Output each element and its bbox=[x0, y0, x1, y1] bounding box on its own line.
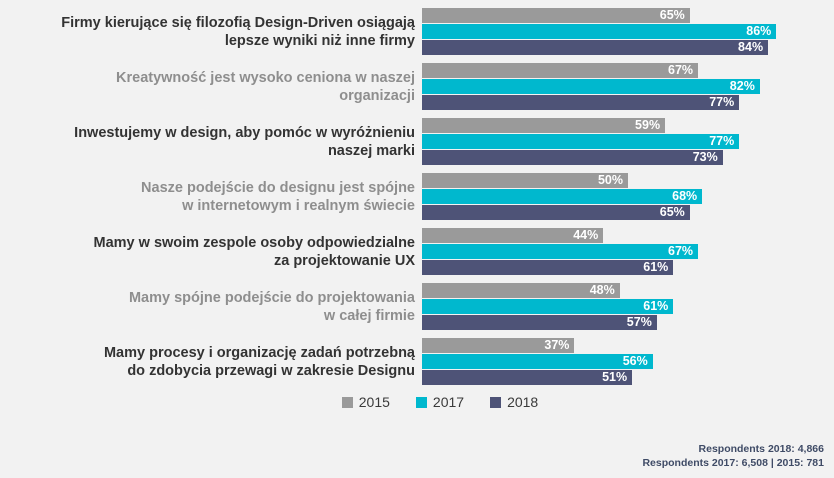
bar-2018: 61% bbox=[422, 260, 674, 275]
bar-group: 59% 77% 73% bbox=[422, 118, 834, 165]
legend-label-2015: 2015 bbox=[358, 394, 390, 410]
bar-value-label: 48% bbox=[589, 283, 615, 297]
respondents-note-line1: Respondents 2018: 4,866 bbox=[698, 443, 824, 455]
category-label: Mamy spójne podejście do projektowania w … bbox=[128, 289, 415, 324]
category-label: Firmy kierujące się filozofią Design-Dri… bbox=[61, 14, 415, 49]
bar-value-label: 61% bbox=[643, 260, 669, 274]
legend-label-2018: 2018 bbox=[507, 394, 539, 410]
respondents-note-line2: Respondents 2017: 6,508 | 2015: 781 bbox=[642, 457, 824, 469]
bar-group: 50% 68% 65% bbox=[422, 173, 834, 220]
bar-value-label: 77% bbox=[709, 95, 735, 109]
bar-group: 37% 56% 51% bbox=[422, 338, 834, 385]
legend: 2015 2017 2018 bbox=[23, 394, 834, 410]
bar-2015: 65% bbox=[422, 8, 690, 23]
legend-item-2015: 2015 bbox=[341, 394, 390, 410]
bar-2017: 86% bbox=[422, 24, 777, 39]
bar-group: 65% 86% 84% bbox=[422, 8, 834, 55]
bar-2017: 77% bbox=[422, 134, 740, 149]
chart-row: Firmy kierujące się filozofią Design-Dri… bbox=[0, 8, 834, 55]
legend-swatch-2017 bbox=[415, 396, 427, 408]
legend-swatch-2018 bbox=[490, 396, 502, 408]
bar-2017: 61% bbox=[422, 299, 674, 314]
category-label: Nasze podejście do designu jest spójne w … bbox=[141, 179, 415, 214]
bar-chart: Firmy kierujące się filozofią Design-Dri… bbox=[0, 8, 834, 393]
bar-value-label: 37% bbox=[544, 338, 570, 352]
bar-2017: 56% bbox=[422, 354, 653, 369]
bar-value-label: 61% bbox=[643, 299, 669, 313]
legend-item-2017: 2017 bbox=[415, 394, 465, 410]
category-label: Inwestujemy w design, aby pomóc w wyróżn… bbox=[74, 124, 415, 159]
bar-2018: 51% bbox=[422, 370, 633, 385]
bar-2017: 82% bbox=[422, 79, 760, 94]
bar-2015: 37% bbox=[422, 338, 575, 353]
chart-row: Mamy w swoim zespole osoby odpowiedzialn… bbox=[0, 228, 834, 275]
legend-label-2017: 2017 bbox=[432, 394, 465, 410]
chart-row: Mamy spójne podejście do projektowania w … bbox=[0, 283, 834, 330]
category-label: Kreatywność jest wysoko ceniona w naszej… bbox=[116, 69, 415, 104]
bar-2015: 48% bbox=[422, 283, 620, 298]
bar-2015: 50% bbox=[422, 173, 628, 188]
legend-swatch-2015 bbox=[341, 396, 353, 408]
bar-2015: 67% bbox=[422, 63, 699, 78]
bar-2015: 59% bbox=[422, 118, 666, 133]
respondents-note: Respondents 2018: 4,866 Respondents 2017… bbox=[642, 442, 824, 470]
bar-value-label: 82% bbox=[729, 79, 755, 93]
bar-value-label: 65% bbox=[659, 8, 685, 22]
bar-2018: 73% bbox=[422, 150, 723, 165]
bar-value-label: 67% bbox=[668, 63, 694, 77]
bar-group: 44% 67% 61% bbox=[422, 228, 834, 275]
category-label: Mamy w swoim zespole osoby odpowiedzialn… bbox=[93, 234, 415, 269]
chart-row: Kreatywność jest wysoko ceniona w naszej… bbox=[0, 63, 834, 110]
bar-2015: 44% bbox=[422, 228, 604, 243]
bar-value-label: 65% bbox=[659, 205, 685, 219]
chart-row: Mamy procesy i organizację zadań potrzeb… bbox=[0, 338, 834, 385]
bar-value-label: 56% bbox=[622, 354, 648, 368]
bar-2018: 57% bbox=[422, 315, 657, 330]
bar-2018: 77% bbox=[422, 95, 740, 110]
bar-2017: 68% bbox=[422, 189, 703, 204]
category-label: Mamy procesy i organizację zadań potrzeb… bbox=[103, 344, 415, 379]
bar-value-label: 84% bbox=[738, 40, 764, 54]
bar-value-label: 59% bbox=[635, 118, 661, 132]
bar-value-label: 44% bbox=[573, 228, 599, 242]
bar-group: 48% 61% 57% bbox=[422, 283, 834, 330]
bar-value-label: 50% bbox=[597, 173, 623, 187]
bar-2018: 65% bbox=[422, 205, 690, 220]
chart-row: Nasze podejście do designu jest spójne w … bbox=[0, 173, 834, 220]
bar-2017: 67% bbox=[422, 244, 699, 259]
bar-value-label: 57% bbox=[626, 315, 652, 329]
legend-item-2018: 2018 bbox=[490, 394, 538, 410]
bar-value-label: 86% bbox=[746, 24, 772, 38]
bar-2018: 84% bbox=[422, 40, 769, 55]
bar-value-label: 68% bbox=[672, 189, 698, 203]
bar-group: 67% 82% 77% bbox=[422, 63, 834, 110]
chart-row: Inwestujemy w design, aby pomóc w wyróżn… bbox=[0, 118, 834, 165]
bar-value-label: 77% bbox=[709, 134, 735, 148]
bar-value-label: 73% bbox=[692, 150, 718, 164]
bar-value-label: 67% bbox=[668, 244, 694, 258]
bar-value-label: 51% bbox=[602, 370, 628, 384]
